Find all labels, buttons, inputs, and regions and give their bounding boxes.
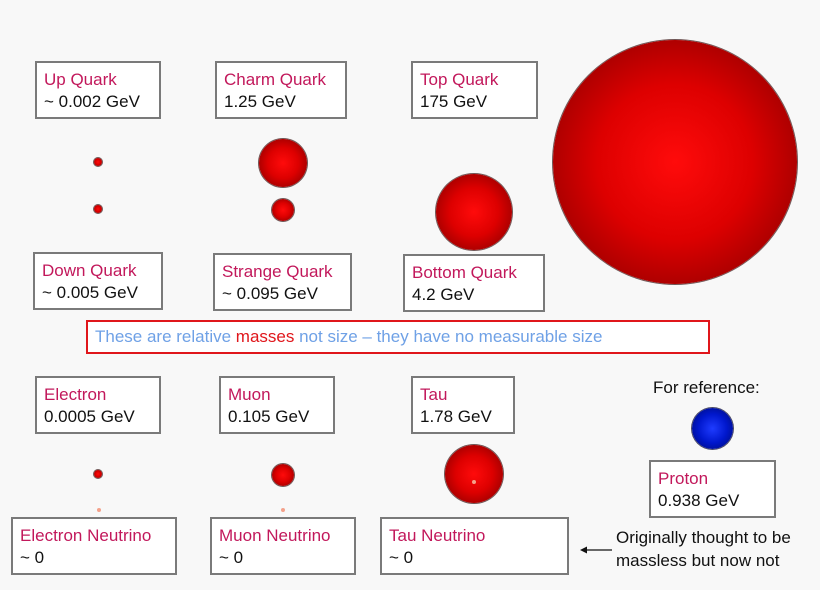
particle-mass: ~ 0.005 GeV <box>42 283 138 302</box>
neutrino-note-line2: massless but now not <box>616 551 780 570</box>
electron-sphere <box>94 470 102 478</box>
neutrino-note-line1: Originally thought to be <box>616 528 791 547</box>
reference-label: For reference: <box>653 378 760 397</box>
note-highlight: masses <box>235 327 295 346</box>
particle-mass: 0.938 GeV <box>658 491 740 510</box>
particle-mass: ~ 0.002 GeV <box>44 92 140 111</box>
particle-name: Charm Quark <box>224 70 327 89</box>
particle-mass: 0.0005 GeV <box>44 407 135 426</box>
particle-name: Tau Neutrino <box>389 526 486 545</box>
charm-quark-card: Charm Quark 1.25 GeV <box>215 61 347 119</box>
proton-card: Proton 0.938 GeV <box>649 460 776 518</box>
particle-name: Top Quark <box>420 70 499 89</box>
particle-mass: 1.78 GeV <box>420 407 492 426</box>
particle-name: Muon Neutrino <box>219 526 331 545</box>
up-quark-card: Up Quark ~ 0.002 GeV <box>35 61 161 119</box>
particle-mass: ~ 0.095 GeV <box>222 284 318 303</box>
particle-name: Strange Quark <box>222 262 333 281</box>
bottom-quark-sphere <box>436 174 512 250</box>
note-text-after: not size – they have no measurable size <box>294 327 603 346</box>
down-quark-card: Down Quark ~ 0.005 GeV <box>33 252 163 310</box>
particle-name: Up Quark <box>44 70 117 89</box>
muon-card: Muon 0.105 GeV <box>219 376 335 434</box>
particle-mass: 175 GeV <box>420 92 488 111</box>
tau-card: Tau 1.78 GeV <box>411 376 515 434</box>
down-quark-sphere <box>94 205 102 213</box>
tau-neutrino-sphere <box>472 480 476 484</box>
particle-name: Proton <box>658 469 709 488</box>
muon-neutrino-card: Muon Neutrino ~ 0 <box>210 517 356 575</box>
particle-mass: 4.2 GeV <box>412 285 475 304</box>
particle-mass: ~ 0 <box>389 548 414 567</box>
muon-neutrino-sphere <box>281 508 285 512</box>
electron-neutrino-sphere <box>97 508 101 512</box>
particle-mass: 1.25 GeV <box>224 92 296 111</box>
relative-mass-note: These are relative masses not size – the… <box>86 320 710 354</box>
particle-mass: ~ 0 <box>20 548 45 567</box>
particle-mass: 0.105 GeV <box>228 407 310 426</box>
strange-quark-card: Strange Quark ~ 0.095 GeV <box>213 253 352 311</box>
muon-sphere <box>272 464 294 486</box>
bottom-quark-card: Bottom Quark 4.2 GeV <box>403 254 545 312</box>
note-text-before: These are relative <box>95 327 236 346</box>
electron-card: Electron 0.0005 GeV <box>35 376 161 434</box>
top-quark-sphere <box>553 40 797 284</box>
particle-name: Electron <box>44 385 107 404</box>
particle-name: Tau <box>420 385 448 404</box>
up-quark-sphere <box>94 158 102 166</box>
electron-neutrino-card: Electron Neutrino ~ 0 <box>11 517 177 575</box>
particle-name: Muon <box>228 385 271 404</box>
tau-neutrino-card: Tau Neutrino ~ 0 <box>380 517 569 575</box>
proton-sphere <box>692 408 733 449</box>
particle-mass: ~ 0 <box>219 548 244 567</box>
top-quark-card: Top Quark 175 GeV <box>411 61 538 119</box>
charm-quark-sphere <box>259 139 307 187</box>
particle-name: Electron Neutrino <box>20 526 152 545</box>
particle-name: Bottom Quark <box>412 263 517 282</box>
particle-name: Down Quark <box>42 261 137 280</box>
tau-sphere <box>445 445 503 503</box>
strange-quark-sphere <box>272 199 294 221</box>
annotation-arrow <box>580 546 612 554</box>
